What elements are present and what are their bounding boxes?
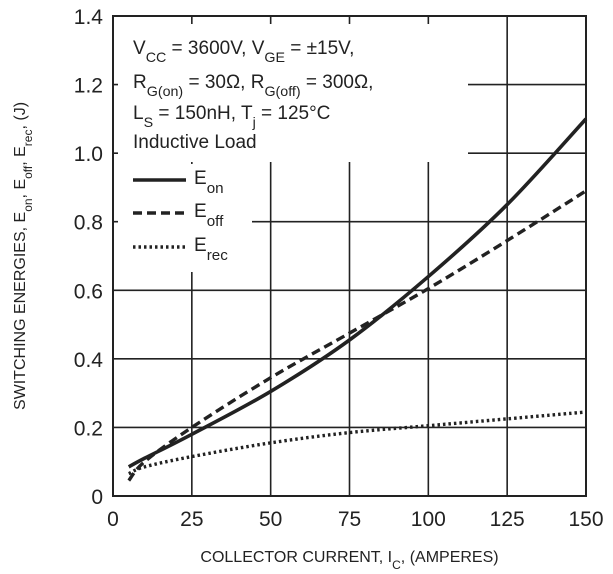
legend-label-text: E <box>194 168 207 189</box>
text-part: L <box>133 103 144 124</box>
text-part: COLLECTOR CURRENT, I <box>200 549 392 566</box>
text-part: = 125°C <box>256 103 331 124</box>
text-part: = 3600V, V <box>166 38 264 59</box>
subscript: G(off) <box>264 84 300 100</box>
text-part: Inductive Load <box>133 132 257 153</box>
text-part: = 30Ω, R <box>183 72 264 93</box>
x-tick-label: 75 <box>338 508 361 531</box>
series-line-off <box>127 189 587 482</box>
y-tick-label: 0.6 <box>74 280 103 303</box>
condition-line: VCC = 3600V, VGE = ±15V, <box>133 38 354 66</box>
text-part: , (AMPERES) <box>401 549 499 566</box>
y-tick-label: 1.2 <box>74 75 103 98</box>
subscript: CC <box>146 50 167 66</box>
y-tick-label: 1.0 <box>74 143 103 166</box>
condition-line: Inductive Load <box>133 132 257 153</box>
condition-line: RG(on) = 30Ω, RG(off) = 300Ω, <box>133 72 373 100</box>
conditions-annotation: VCC = 3600V, VGE = ±15V, RG(on) = 30Ω, RG… <box>118 24 468 162</box>
y-tick-label: 0.8 <box>74 212 103 235</box>
legend-label-subscript: off <box>207 213 224 230</box>
x-tick-label: 0 <box>107 508 119 531</box>
text-part: , E <box>12 179 29 199</box>
x-tick-label: 50 <box>259 508 282 531</box>
legend-label-off: Eoff <box>194 201 224 230</box>
text-part: , E <box>12 146 29 166</box>
text-part: = 300Ω, <box>301 72 374 93</box>
y-tick-label: 1.4 <box>74 6 104 29</box>
x-tick-label: 25 <box>180 508 203 531</box>
subscript: rec <box>21 130 35 147</box>
y-tick-label: 0.4 <box>74 349 104 372</box>
annotation-background <box>118 24 468 162</box>
legend-label-text: E <box>194 235 207 256</box>
text-part: V <box>133 38 146 59</box>
series-line-rec <box>128 410 587 476</box>
subscript: S <box>144 115 154 131</box>
plot-frame <box>112 15 587 497</box>
x-axis-label: COLLECTOR CURRENT, IC, (AMPERES) <box>200 549 498 572</box>
text-part: = 150nH, T <box>153 103 253 124</box>
subscript: on <box>21 198 35 211</box>
legend-label-rec: Erec <box>194 235 228 264</box>
x-tick-label: 125 <box>490 508 525 531</box>
legend-background <box>118 164 252 272</box>
x-tick-label: 150 <box>568 508 603 531</box>
legend-label-text: E <box>194 201 207 222</box>
x-tick-labels: 0 25 50 75 100 125 150 <box>107 508 603 531</box>
legend-label-subscript: on <box>207 180 224 197</box>
subscript: C <box>392 558 401 572</box>
subscript: j <box>252 115 256 131</box>
legend-label-subscript: rec <box>207 247 229 264</box>
text-part: R <box>133 72 147 93</box>
subscript: G(on) <box>147 84 183 100</box>
y-axis-label: SWITCHING ENERGIES, Eon, Eoff, Erec, (J) <box>12 102 35 410</box>
y-tick-labels: 0 0.2 0.4 0.6 0.8 1.0 1.2 1.4 <box>74 6 104 509</box>
y-tick-label: 0.2 <box>74 417 103 440</box>
x-tick-label: 100 <box>411 508 446 531</box>
text-part: , (J) <box>12 102 29 130</box>
series-lines <box>127 117 588 482</box>
subscript: off <box>21 165 35 179</box>
subscript: GE <box>264 50 285 66</box>
condition-line: LS = 150nH, Tj = 125°C <box>133 103 330 131</box>
text-part: SWITCHING ENERGIES, E <box>12 212 29 410</box>
series-line-on <box>127 117 588 469</box>
legend-label-on: Eon <box>194 168 224 197</box>
text-part: = ±15V, <box>285 38 354 59</box>
y-tick-label: 0 <box>91 486 103 509</box>
